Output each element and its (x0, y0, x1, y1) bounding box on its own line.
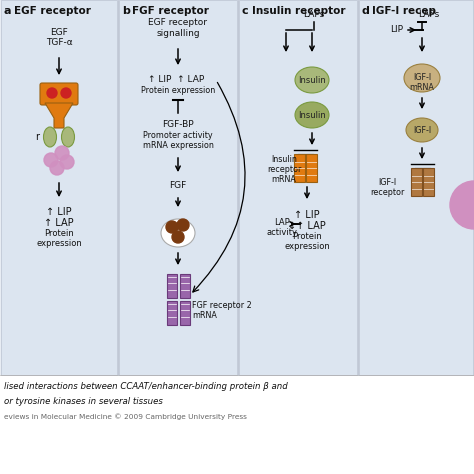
Circle shape (47, 88, 57, 98)
Text: LAP: LAP (274, 218, 290, 227)
Text: eviews in Molecular Medicine © 2009 Cambridge University Press: eviews in Molecular Medicine © 2009 Camb… (4, 413, 247, 419)
Text: IGF-I: IGF-I (413, 126, 431, 135)
Text: signalling: signalling (156, 29, 200, 38)
Text: Protein: Protein (44, 229, 74, 238)
Text: Insulin: Insulin (298, 75, 326, 84)
FancyBboxPatch shape (40, 83, 78, 105)
Text: receptor: receptor (267, 165, 301, 174)
Circle shape (172, 231, 184, 243)
Text: b: b (122, 6, 130, 16)
Bar (119, 0, 237, 375)
Text: Protein expression: Protein expression (141, 86, 215, 95)
FancyBboxPatch shape (180, 273, 190, 298)
Bar (1, 0, 117, 375)
Bar (239, 0, 357, 375)
Text: or tyrosine kinases in several tissues: or tyrosine kinases in several tissues (4, 397, 163, 406)
Text: ↑ LIP: ↑ LIP (294, 210, 320, 220)
Bar (359, 0, 473, 375)
Text: c: c (242, 6, 249, 16)
Text: IGF-I: IGF-I (378, 178, 396, 187)
Ellipse shape (161, 219, 195, 247)
Text: FGF receptor 2: FGF receptor 2 (192, 301, 252, 310)
Text: receptor: receptor (370, 188, 404, 197)
Text: activity: activity (266, 228, 298, 237)
Text: Promoter activity: Promoter activity (143, 131, 213, 140)
Text: EGF receptor: EGF receptor (14, 6, 91, 16)
Text: mRNA: mRNA (410, 83, 435, 92)
Text: ↑ LIP: ↑ LIP (46, 207, 72, 217)
Text: EGF: EGF (50, 28, 68, 37)
FancyBboxPatch shape (180, 301, 190, 325)
Circle shape (60, 155, 74, 169)
Text: d: d (362, 6, 370, 16)
Text: FGF: FGF (169, 181, 187, 190)
Text: IGF-I: IGF-I (413, 73, 431, 82)
Ellipse shape (406, 118, 438, 142)
FancyBboxPatch shape (294, 154, 305, 182)
Text: FGF-BP: FGF-BP (162, 120, 194, 129)
Ellipse shape (62, 127, 74, 147)
Text: Insulin: Insulin (271, 155, 297, 164)
Circle shape (166, 221, 178, 233)
Circle shape (61, 88, 71, 98)
FancyBboxPatch shape (167, 273, 177, 298)
FancyBboxPatch shape (410, 168, 422, 196)
Text: TGF-α: TGF-α (46, 38, 73, 47)
Text: EGF receptor: EGF receptor (148, 18, 208, 27)
Text: mRNA: mRNA (272, 175, 296, 184)
Text: expression: expression (36, 239, 82, 248)
Bar (0, 375, 474, 474)
FancyBboxPatch shape (306, 154, 317, 182)
Ellipse shape (404, 64, 440, 92)
Text: r: r (35, 132, 39, 142)
Text: Protein: Protein (292, 232, 322, 241)
Text: mRNA: mRNA (192, 311, 217, 320)
Text: expression: expression (284, 242, 330, 251)
Text: ↑ LIP  ↑ LAP: ↑ LIP ↑ LAP (148, 75, 204, 84)
Polygon shape (45, 103, 73, 128)
Text: ↓↑ LAP: ↓↑ LAP (288, 221, 326, 231)
Ellipse shape (295, 102, 329, 128)
Text: lised interactions between CCAAT/enhancer-binding protein β and: lised interactions between CCAAT/enhance… (4, 382, 288, 391)
Circle shape (55, 146, 69, 160)
Circle shape (177, 219, 189, 231)
Ellipse shape (295, 67, 329, 93)
Text: LIP: LIP (391, 25, 403, 34)
Text: LAPs: LAPs (303, 10, 325, 19)
Text: LAPs: LAPs (419, 10, 439, 19)
Text: mRNA expression: mRNA expression (143, 141, 213, 150)
FancyBboxPatch shape (167, 301, 177, 325)
Ellipse shape (44, 127, 56, 147)
Text: a: a (4, 6, 11, 16)
Text: IGF-I recep: IGF-I recep (372, 6, 436, 16)
Circle shape (50, 161, 64, 175)
Text: FGF receptor: FGF receptor (132, 6, 209, 16)
Circle shape (450, 181, 474, 229)
Text: Insulin: Insulin (298, 110, 326, 119)
Text: Insulin receptor: Insulin receptor (252, 6, 346, 16)
Text: ↑ LAP: ↑ LAP (44, 218, 74, 228)
FancyBboxPatch shape (423, 168, 434, 196)
Circle shape (44, 153, 58, 167)
